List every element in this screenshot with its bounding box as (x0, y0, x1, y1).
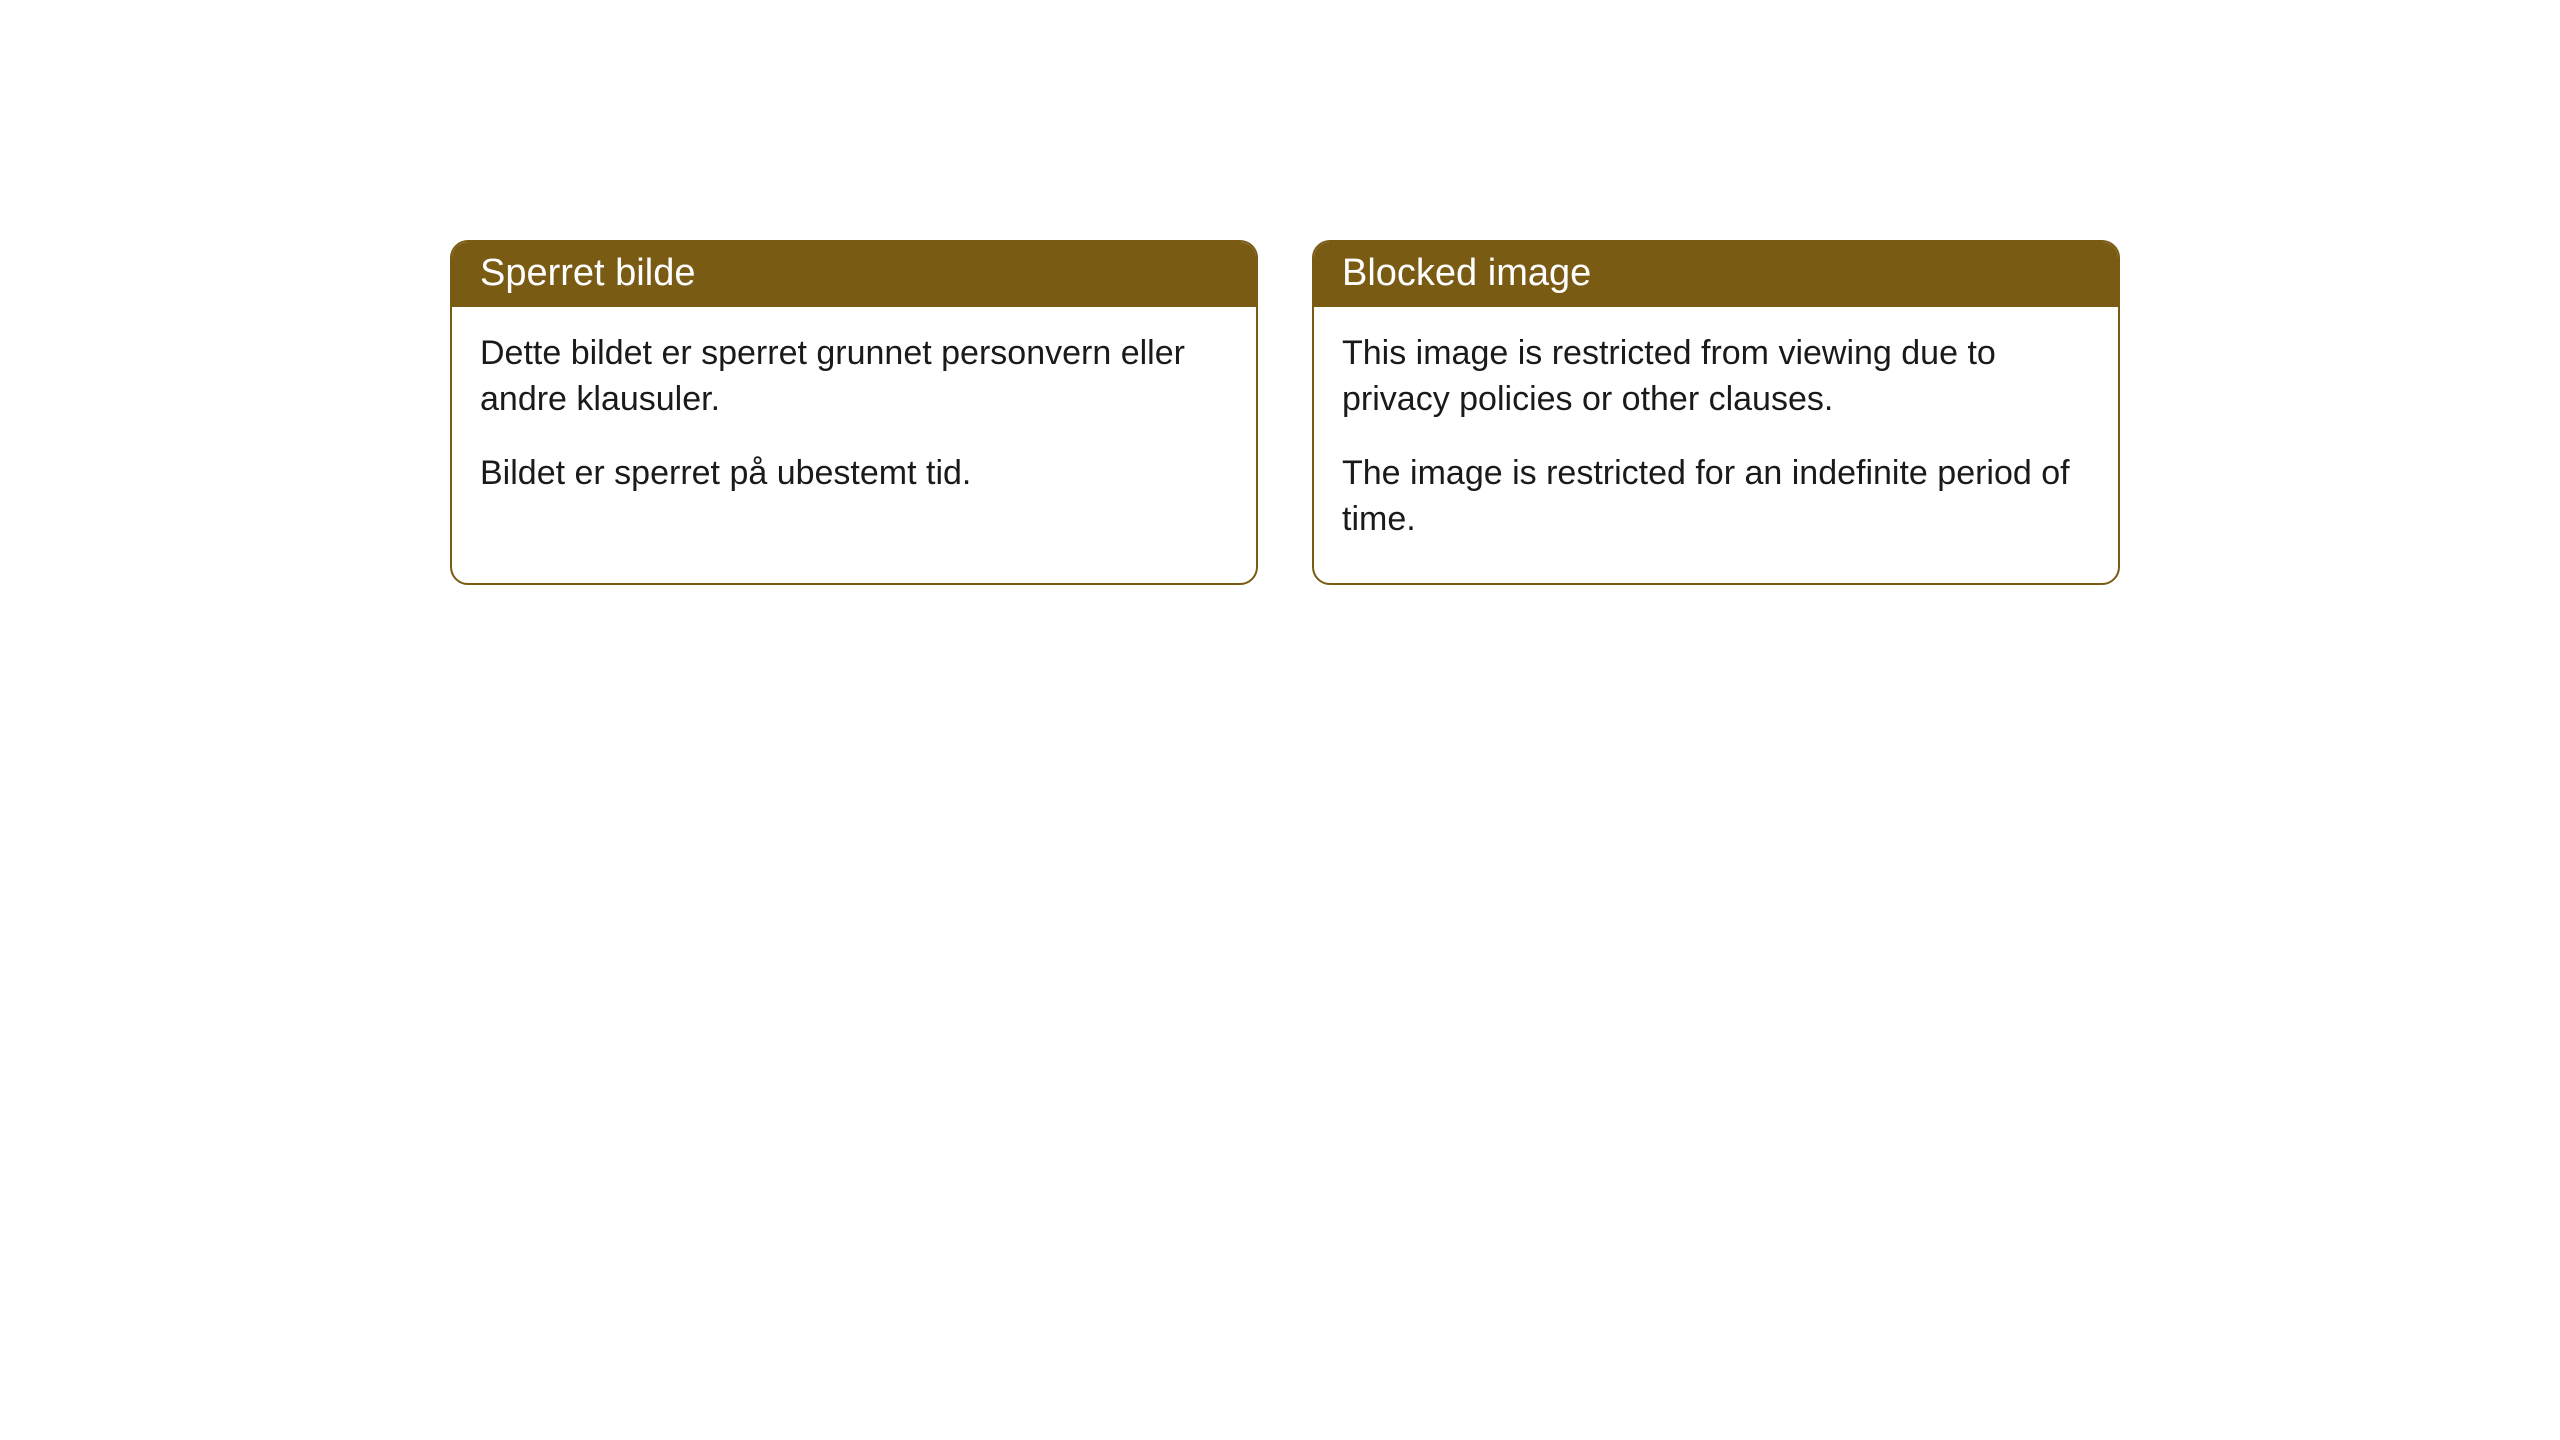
notice-cards-row: Sperret bilde Dette bildet er sperret gr… (450, 240, 2120, 585)
card-paragraph: The image is restricted for an indefinit… (1342, 451, 2090, 543)
blocked-image-card-en: Blocked image This image is restricted f… (1312, 240, 2120, 585)
card-paragraph: Dette bildet er sperret grunnet personve… (480, 331, 1228, 423)
blocked-image-card-no: Sperret bilde Dette bildet er sperret gr… (450, 240, 1258, 585)
card-body: Dette bildet er sperret grunnet personve… (452, 307, 1256, 537)
card-title: Blocked image (1342, 252, 1591, 294)
card-header: Blocked image (1314, 242, 2118, 307)
card-paragraph: This image is restricted from viewing du… (1342, 331, 2090, 423)
card-header: Sperret bilde (452, 242, 1256, 307)
card-title: Sperret bilde (480, 252, 695, 294)
card-paragraph: Bildet er sperret på ubestemt tid. (480, 451, 1228, 497)
card-body: This image is restricted from viewing du… (1314, 307, 2118, 583)
